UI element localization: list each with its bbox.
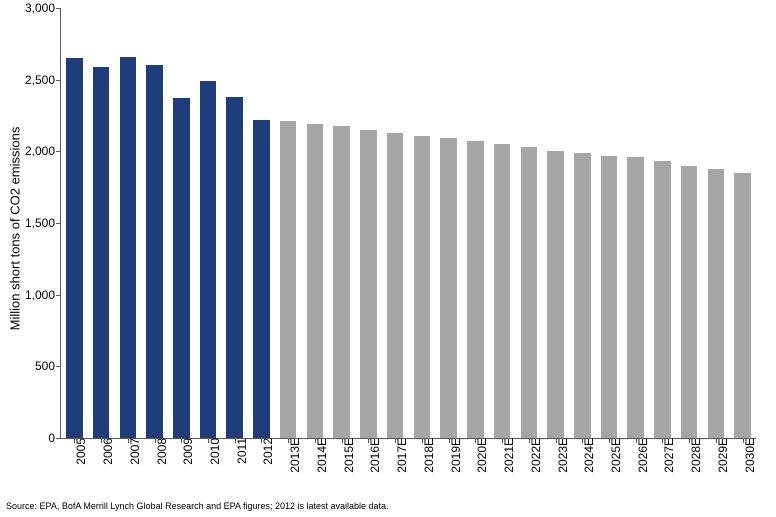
bar [253,120,270,438]
bar [146,65,163,438]
bar [601,156,618,438]
bar [734,173,751,438]
bar [414,136,431,438]
y-tick-mark [56,438,61,439]
x-tick-label: 2023E [550,438,570,473]
x-tick-label: 2009 [175,438,195,465]
x-tick-label: 2026E [630,438,650,473]
x-tick-label: 2019E [443,438,463,473]
bar [66,58,83,438]
bar [93,67,110,438]
bar [547,151,564,438]
x-tick-label: 2015E [336,438,356,473]
y-tick-mark [56,366,61,367]
y-axis-title-text: Million short tons of CO2 emissions [8,127,23,331]
x-tick-label: 2017E [389,438,409,473]
bar [173,98,190,438]
bar [360,130,377,438]
bar [120,57,137,438]
bar [574,153,591,438]
y-tick-mark [56,295,61,296]
x-tick-label: 2018E [416,438,436,473]
bar [200,81,217,438]
x-tick-label: 2013E [282,438,302,473]
y-tick-mark [56,223,61,224]
x-tick-label: 2010 [202,438,222,465]
y-tick-mark [56,151,61,152]
x-tick-label: 2005 [68,438,88,465]
x-tick-label: 2027E [656,438,676,473]
x-tick-label: 2030E [737,438,757,473]
x-tick-label: 2029E [710,438,730,473]
x-tick-label: 2016E [362,438,382,473]
x-tick-label: 2007 [122,438,142,465]
x-tick-label: 2021E [496,438,516,473]
bar [387,133,404,438]
bar [307,124,324,438]
bar [627,157,644,438]
bar [333,126,350,438]
source-note: Source: EPA, BofA Merrill Lynch Global R… [6,501,389,511]
x-tick-label: 2012 [255,438,275,465]
x-tick-label: 2008 [149,438,169,465]
x-tick-label: 2028E [683,438,703,473]
x-tick-label: 2020E [469,438,489,473]
x-tick-label: 2014E [309,438,329,473]
x-tick-label: 2025E [603,438,623,473]
bar [226,97,243,438]
y-axis-title: Million short tons of CO2 emissions [6,0,24,457]
x-tick-label: 2011 [229,438,249,464]
bar [280,121,297,438]
bar [681,166,698,438]
y-tick-mark [56,80,61,81]
bar [708,169,725,438]
bar [440,138,457,438]
x-tick-label: 2006 [95,438,115,465]
x-tick-label: 2024E [576,438,596,473]
y-tick-mark [56,8,61,9]
bar [521,147,538,438]
chart-container: Million short tons of CO2 emissions 0500… [0,0,776,517]
bar [467,141,484,438]
bar [654,161,671,438]
bar [494,144,511,438]
x-tick-label: 2022E [523,438,543,473]
plot-area: 05001,0001,5002,0002,5003,00020052006200… [60,8,756,439]
